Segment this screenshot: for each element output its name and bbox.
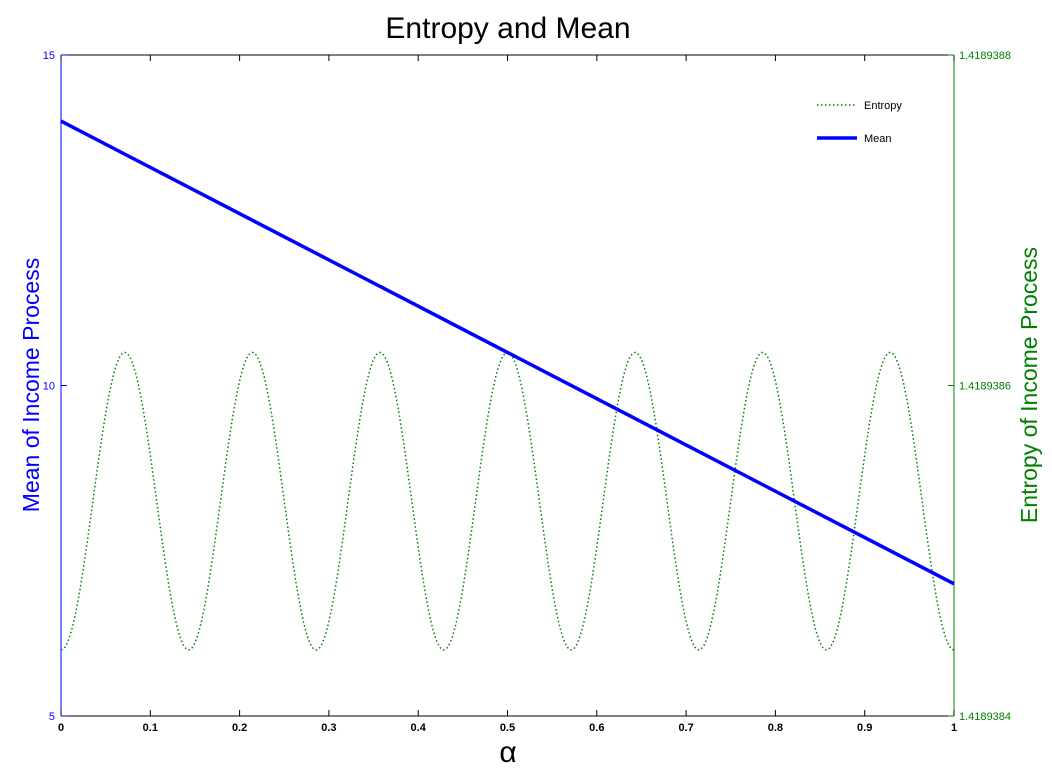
left-y-axis-label: Mean of Income Process [18, 258, 44, 512]
x-tick-label: 0.8 [768, 722, 783, 734]
left-y-tick-label: 10 [43, 381, 55, 393]
right-y-tick-label: 1.4189384 [959, 711, 1011, 723]
x-tick-label: 0.1 [143, 722, 158, 734]
x-tick-label: 0.4 [411, 722, 427, 734]
x-tick-label: 0.9 [857, 722, 872, 734]
x-tick-label: 0.3 [321, 722, 336, 734]
legend-entropy-label: Entropy [864, 100, 902, 112]
right-y-tick-label: 1.4189386 [959, 381, 1011, 393]
right-y-tick-label: 1.4189388 [959, 50, 1011, 62]
x-tick-label: 0.7 [678, 722, 693, 734]
x-axis-label: α [499, 736, 516, 769]
series-layer [60, 119, 955, 651]
legend-mean-label: Mean [864, 133, 892, 145]
x-axis-ticks: 0 0.1 0.2 0.3 0.4 0.5 0.6 0.7 0.8 0.9 1 [58, 55, 957, 734]
right-y-axis-ticks: 1.4189384 1.4189386 1.4189388 [948, 50, 1011, 723]
chart-title: Entropy and Mean [385, 12, 630, 45]
x-tick-label: 0.6 [589, 722, 604, 734]
right-y-axis-label: Entropy of Income Process [1016, 247, 1042, 523]
series-line-entropy [60, 351, 955, 651]
left-y-tick-label: 15 [43, 50, 55, 62]
x-tick-label: 1 [951, 722, 957, 734]
left-y-axis-ticks: 5 10 15 [43, 50, 67, 723]
plot-frame [60, 54, 955, 717]
left-y-tick-label: 5 [49, 711, 55, 723]
x-tick-label: 0.2 [232, 722, 247, 734]
x-tick-label: 0 [58, 722, 64, 734]
series-line-mean [60, 119, 955, 586]
x-tick-label: 0.5 [500, 722, 515, 734]
legend: Entropy Mean [817, 100, 902, 145]
